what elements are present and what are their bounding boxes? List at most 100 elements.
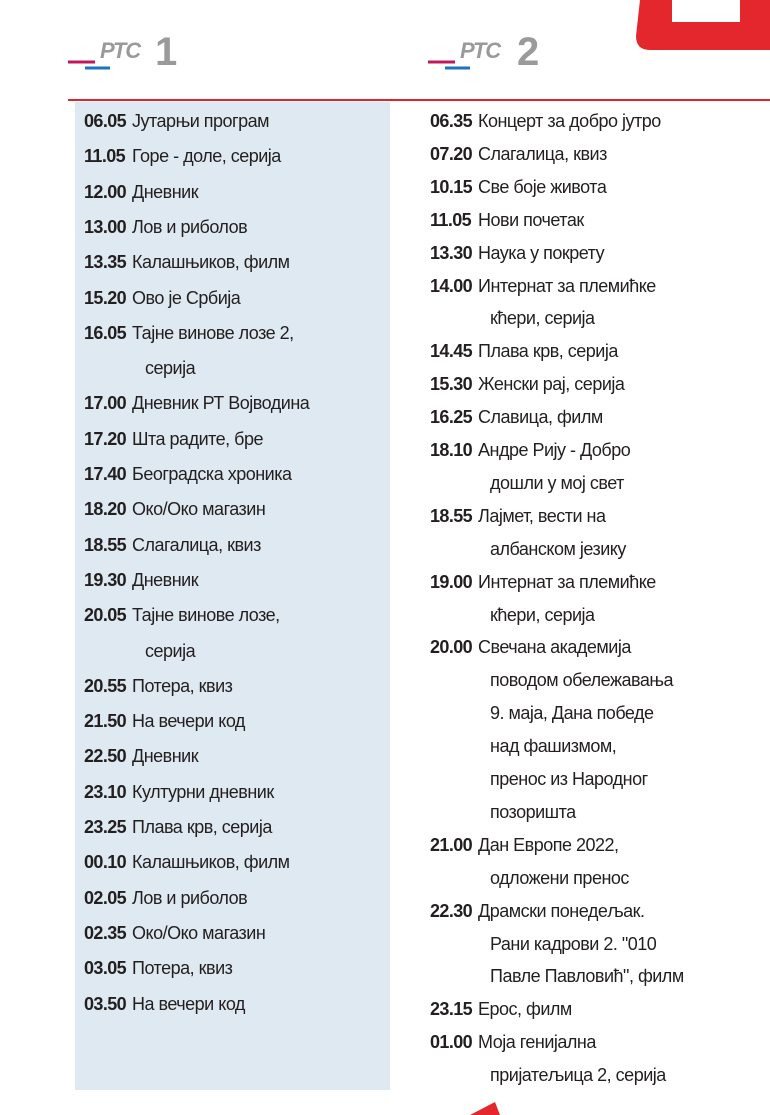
program-title: Славица, филм [478, 407, 603, 428]
program-title: Плава крв, серија [478, 341, 618, 362]
program-title: Јутарњи програм [132, 111, 269, 131]
program-title: Калашњиков, филм [132, 852, 290, 873]
program-title: Плава крв, серија [132, 817, 272, 837]
program-time: 03.50 [84, 993, 127, 1014]
program-time: 18.55 [430, 505, 473, 526]
program-title: Горе - доле, серија [132, 146, 281, 167]
program-title: Калашњиков, филм [132, 252, 290, 273]
program-time: 16.05 [84, 322, 127, 343]
program-time: 23.10 [84, 781, 127, 802]
program-title: Лајмет, вести на [478, 505, 606, 526]
program-time: 19.00 [430, 571, 473, 592]
program-time: 06.35 [430, 111, 473, 131]
program-title: Дневник [132, 181, 199, 202]
program-title: Интернат за племићке [478, 571, 656, 592]
program-title: Лов и риболов [132, 887, 248, 908]
program-title: Нови почетак [478, 209, 584, 230]
program-title: Дан Европе 2022, [478, 834, 619, 855]
program-title: Слагалица, квиз [132, 534, 261, 555]
program-time: 14.00 [430, 275, 473, 296]
program-title: Београдска хроника [132, 464, 292, 484]
program-title: На вечери код [132, 711, 245, 732]
corner-mark [470, 1102, 500, 1115]
program-title: Око/Око магазин [132, 922, 266, 943]
program-time: 02.35 [84, 922, 127, 943]
program-title: Ерос, филм [478, 999, 572, 1020]
program-title: серија [145, 640, 196, 661]
program-time: 11.05 [84, 146, 126, 167]
program-title: Ово је Србија [132, 287, 241, 308]
program-time: 03.05 [84, 958, 127, 979]
program-title: Андре Рију - Добро [478, 440, 631, 460]
program-title: кћери, серија [490, 308, 595, 329]
program-time: 22.30 [430, 900, 473, 921]
program-title: Концерт за добро јутро [478, 111, 661, 131]
program-title: поводом обележавања [490, 670, 674, 691]
program-title: Лов и риболов [132, 216, 248, 237]
program-time: 18.20 [84, 499, 127, 520]
program-time: 21.50 [84, 711, 127, 732]
program-time: 00.10 [84, 852, 127, 873]
brand-logo-inner [672, 0, 740, 22]
program-time: 13.30 [430, 242, 473, 263]
program-title: Интернат за племићке [478, 275, 656, 296]
program-title: 9. маја, Дана победе [490, 703, 654, 724]
program-time: 13.00 [84, 216, 127, 237]
program-time: 06.05 [84, 111, 127, 131]
program-time: 12.00 [84, 181, 127, 202]
program-time: 11.05 [430, 209, 472, 230]
program-time: 20.05 [84, 605, 127, 626]
program-title: позоришта [490, 801, 576, 822]
program-time: 19.30 [84, 569, 127, 590]
program-title: На вечери код [132, 993, 245, 1014]
program-title: серија [145, 358, 196, 379]
program-time: 07.20 [430, 143, 473, 164]
program-title: Тајне винове лозе, [132, 605, 280, 626]
program-title: Женски рај, серија [478, 374, 625, 395]
program-title: Око/Око магазин [132, 499, 266, 520]
program-title: албанском језику [490, 538, 626, 559]
program-title: пренос из Народног [490, 769, 648, 789]
program-time: 17.20 [84, 428, 127, 449]
program-time: 15.30 [430, 374, 473, 395]
program-title: Потера, квиз [132, 958, 233, 979]
program-time: 21.00 [430, 834, 473, 855]
program-title: над фашизмом, [490, 736, 617, 757]
program-title: Драмски понедељак. [478, 900, 645, 921]
program-time: 20.00 [430, 637, 473, 658]
column-bg [75, 102, 390, 1090]
program-title: Дневник [132, 569, 199, 590]
program-title: Културни дневник [132, 781, 274, 802]
program-title: Наука у покрету [478, 242, 605, 263]
program-time: 10.15 [430, 176, 473, 197]
program-time: 23.25 [84, 817, 127, 837]
program-title: дошли у мој свет [490, 472, 624, 493]
channel-logo: РТС [460, 38, 501, 63]
program-title: Све боје живота [478, 176, 607, 197]
program-title: Слагалица, квиз [478, 143, 607, 164]
program-title: пријатељица 2, серија [490, 1065, 666, 1086]
program-title: Павле Павловић", филм [490, 966, 684, 987]
program-time: 02.05 [84, 887, 127, 908]
program-title: Свечана академија [478, 637, 631, 658]
program-time: 17.40 [84, 464, 127, 484]
program-title: Тајне винове лозе 2, [132, 322, 294, 343]
program-time: 22.50 [84, 746, 127, 767]
program-time: 16.25 [430, 407, 473, 428]
program-title: кћери, серија [490, 604, 595, 625]
program-title: Дневник РТ Војводина [132, 393, 310, 414]
program-title: Моја генијална [478, 1032, 596, 1053]
program-title: Шта радите, бре [132, 428, 264, 449]
program-time: 01.00 [430, 1032, 473, 1053]
program-time: 23.15 [430, 999, 473, 1020]
program-time: 17.00 [84, 393, 127, 414]
program-time: 18.55 [84, 534, 127, 555]
program-title: Дневник [132, 746, 199, 767]
program-time: 14.45 [430, 341, 473, 362]
program-title: одложени пренос [490, 867, 629, 888]
channel-logo: РТС [100, 38, 141, 63]
channel-number: 1 [155, 30, 178, 74]
program-title: Потера, квиз [132, 675, 233, 696]
